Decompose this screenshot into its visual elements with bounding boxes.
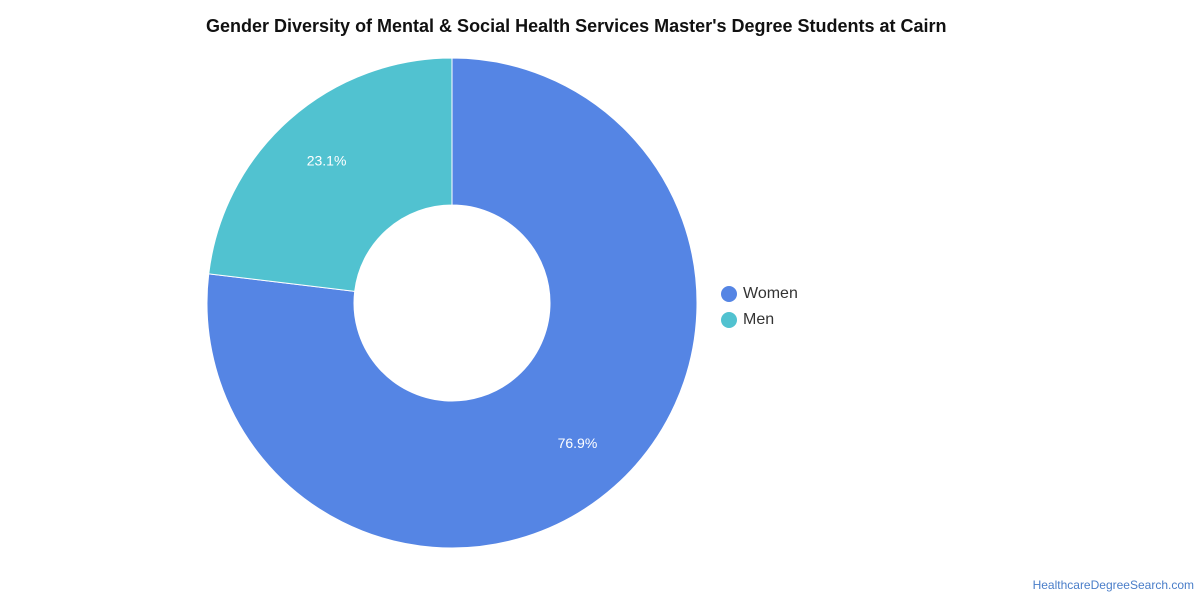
slice-label-women: 76.9%	[558, 435, 598, 451]
legend-label-women: Women	[743, 285, 798, 302]
slice-label-men: 23.1%	[307, 152, 347, 168]
legend-label-men: Men	[743, 311, 775, 328]
legend-item-men[interactable]: Men	[721, 307, 798, 333]
legend-swatch-women	[721, 286, 737, 302]
slice-women[interactable]	[206, 57, 698, 549]
legend-swatch-men	[721, 312, 737, 328]
chart-legend: Women Men	[721, 281, 798, 333]
chart-title: Gender Diversity of Mental & Social Heal…	[206, 16, 947, 36]
source-link[interactable]: HealthcareDegreeSearch.com	[1032, 578, 1194, 592]
legend-item-women[interactable]: Women	[721, 281, 798, 307]
slice-men[interactable]	[208, 57, 453, 292]
